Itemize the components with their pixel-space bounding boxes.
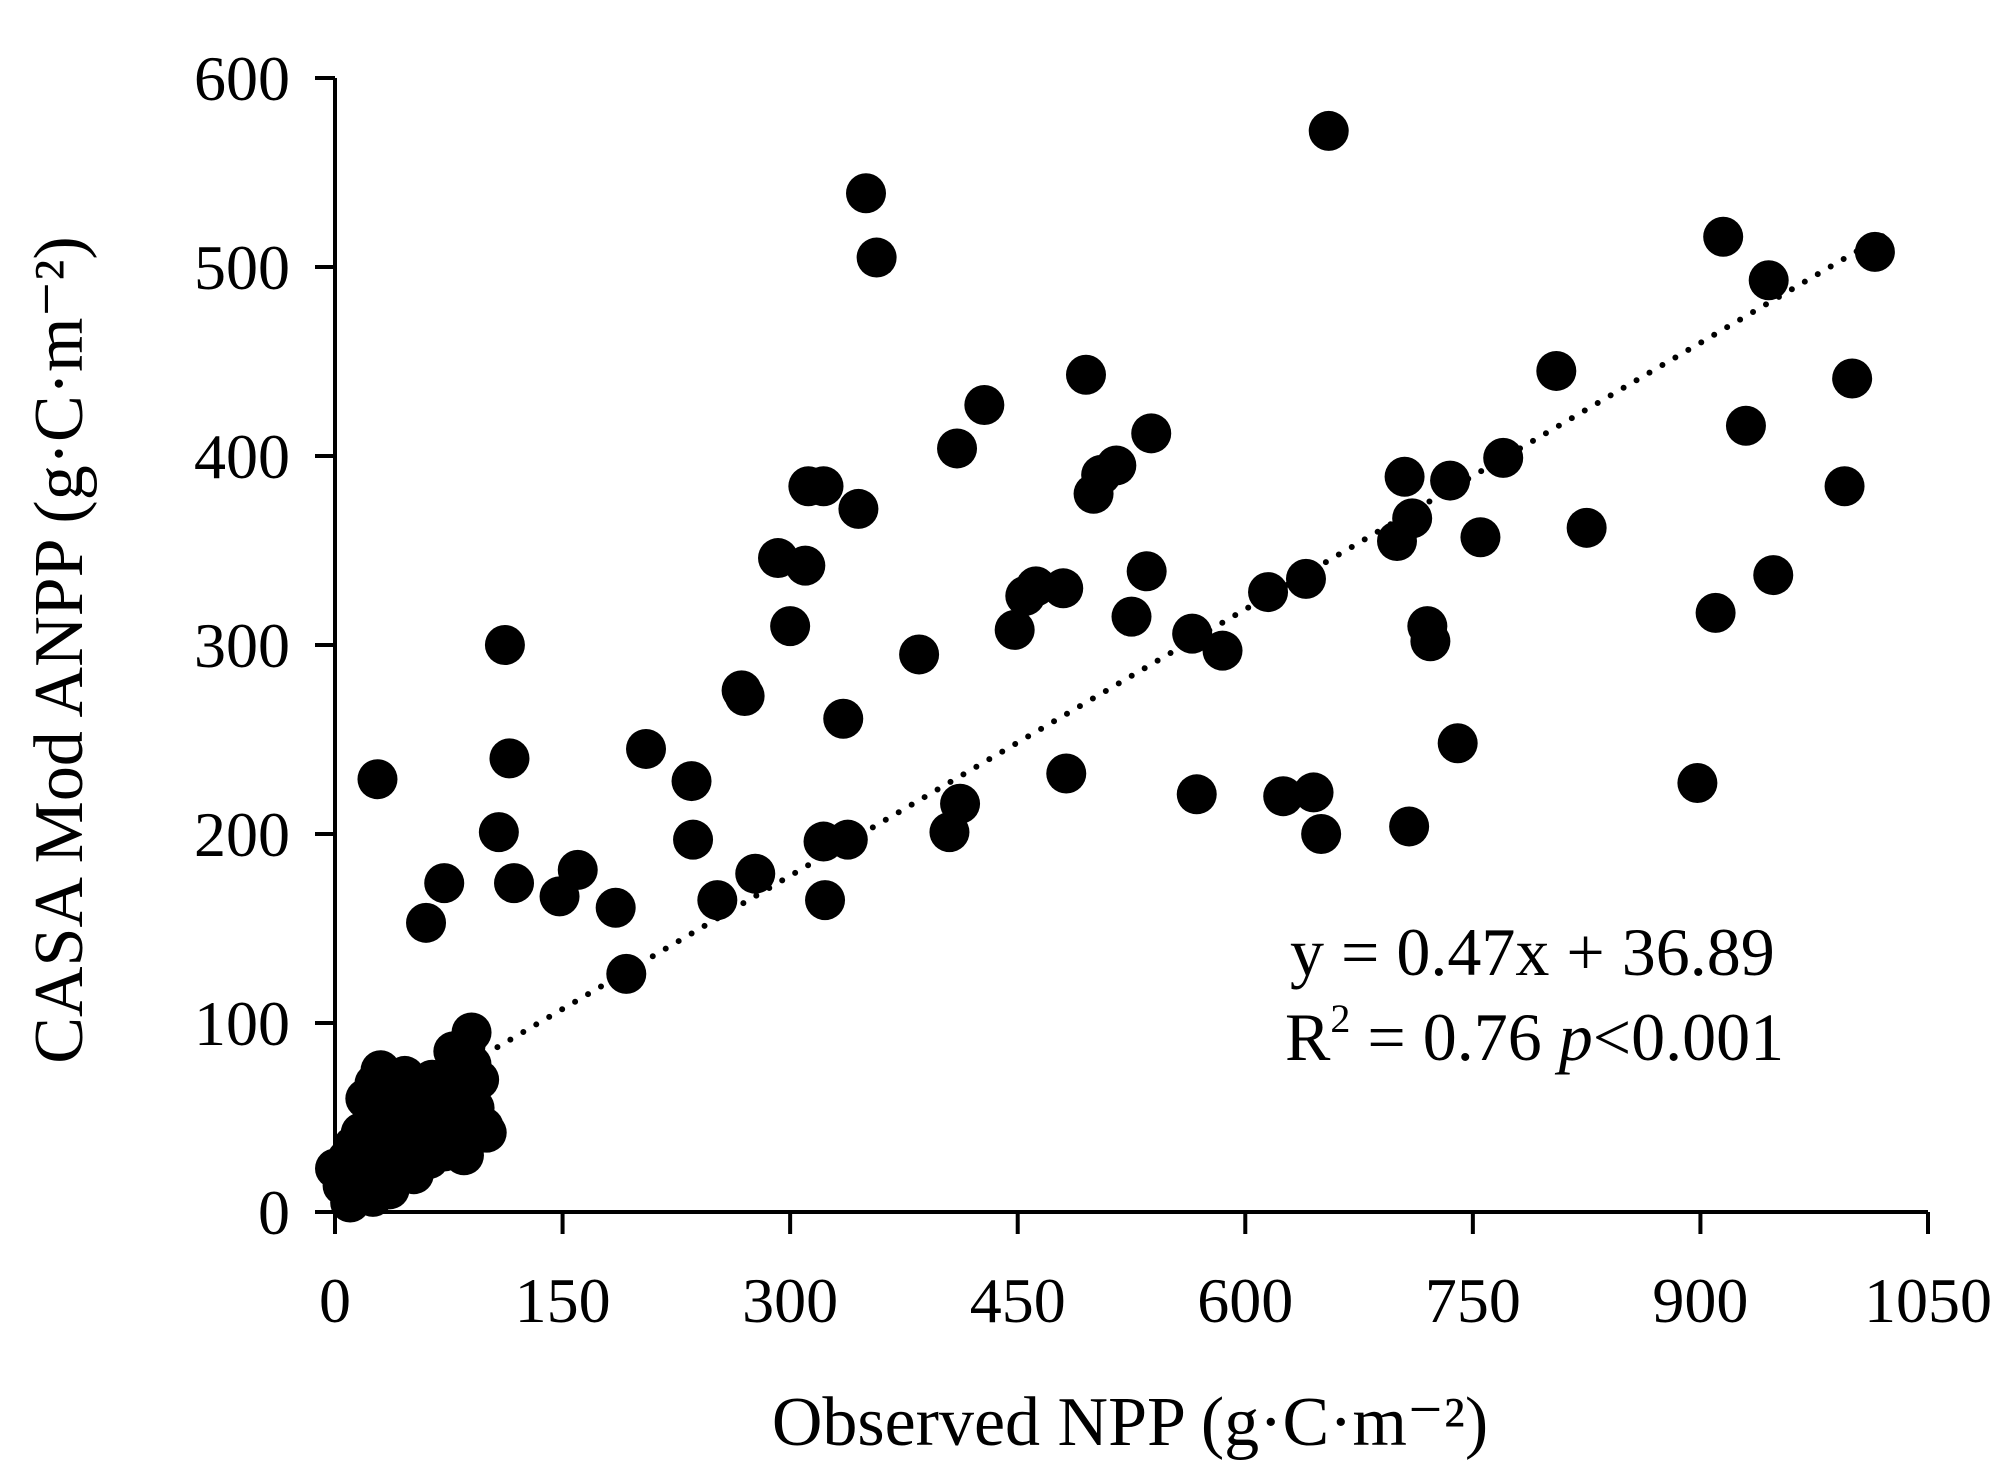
r2-prefix: R [1285,999,1331,1075]
data-point [994,609,1035,650]
data-point [724,676,765,717]
data-point [448,1097,489,1138]
data-point [673,819,714,860]
data-point [940,783,981,824]
data-point [1854,231,1895,272]
x-tick-label: 0 [319,1265,351,1336]
data-point [1172,613,1213,654]
y-tick-label: 0 [258,1177,290,1248]
data-point [1046,753,1087,794]
data-point [1389,806,1430,847]
data-point [1065,354,1106,395]
data-point [606,953,647,994]
x-tick-label: 1050 [1864,1265,1992,1336]
data-point [1293,772,1334,813]
data-point [1384,456,1425,497]
data-point [357,759,398,800]
x-tick-label: 150 [515,1265,611,1336]
data-point [626,728,667,769]
y-tick-label: 300 [194,610,290,681]
p-symbol: p [1555,999,1593,1075]
data-point [1677,762,1718,803]
data-point [964,384,1005,425]
data-point [1392,498,1433,539]
data-point [1703,216,1744,257]
data-point [671,761,712,802]
trendline [468,233,1886,1066]
plot-area [315,110,1895,1223]
data-point [357,1150,398,1191]
data-point [1753,555,1794,596]
data-point [1410,621,1451,662]
data-point [838,488,879,529]
x-axis-title: Observed NPP (g·C·m⁻²) [772,1384,1488,1461]
data-point [1301,814,1342,854]
data-point [1285,558,1326,599]
data-point [494,863,535,904]
data-point [1248,572,1289,613]
data-point [595,887,636,928]
data-point [1176,774,1217,815]
data-point [1043,568,1084,609]
x-tick-label: 750 [1425,1265,1521,1336]
y-tick-label: 500 [194,232,290,303]
y-tick-label: 200 [194,799,290,870]
data-point [805,880,846,921]
y-tick-label: 600 [194,43,290,114]
data-point [1096,445,1137,486]
data-point [1483,437,1524,478]
data-point [846,173,886,214]
data-point [484,625,525,665]
data-point [735,853,776,894]
data-point [697,880,738,921]
r-squared-label: R2 = 0.76 p<0.001 [1285,996,1784,1075]
data-point [823,698,864,739]
data-point [1748,260,1789,301]
x-tick-label: 600 [1197,1265,1293,1336]
data-point [1111,596,1152,637]
data-point [1824,466,1865,507]
data-point [827,819,868,860]
data-point [785,545,826,586]
data-point [1832,358,1873,399]
y-tick-label: 100 [194,988,290,1059]
data-point [1536,350,1577,391]
data-point [1126,551,1167,592]
data-point [803,466,844,507]
p-value: <0.001 [1593,999,1784,1075]
x-tick-label: 450 [970,1265,1066,1336]
y-axis-title: CASA Mod ANPP (g·C·m⁻²) [21,236,98,1063]
data-point [1437,723,1478,764]
data-point [937,428,978,469]
data-point [1430,460,1471,501]
data-point [1725,405,1766,446]
y-tick-label: 400 [194,421,290,492]
data-point [1202,630,1243,671]
data-point [1131,413,1172,454]
data-point [557,849,598,890]
data-point [478,812,519,853]
ticks: 0 100 200 300 400 500 600 0 150 300 450 600 750 900 10… [194,43,1992,1336]
data-point [1308,110,1349,151]
data-point [1695,592,1736,633]
r2-superscript: 2 [1330,996,1350,1041]
data-point [899,634,940,675]
data-point [459,1059,500,1100]
data-point [1263,776,1304,817]
x-tick-label: 300 [742,1265,838,1336]
data-point [406,902,447,943]
data-point [1566,507,1607,548]
data-point [424,863,465,904]
data-point [770,606,811,647]
regression-equation: y = 0.47x + 36.89 [1290,914,1775,990]
data-point [1460,517,1501,558]
data-point [489,738,530,779]
x-tick-label: 900 [1652,1265,1748,1336]
r2-value: = 0.76 [1350,999,1558,1075]
data-point [856,237,897,278]
data-point [451,1012,492,1053]
